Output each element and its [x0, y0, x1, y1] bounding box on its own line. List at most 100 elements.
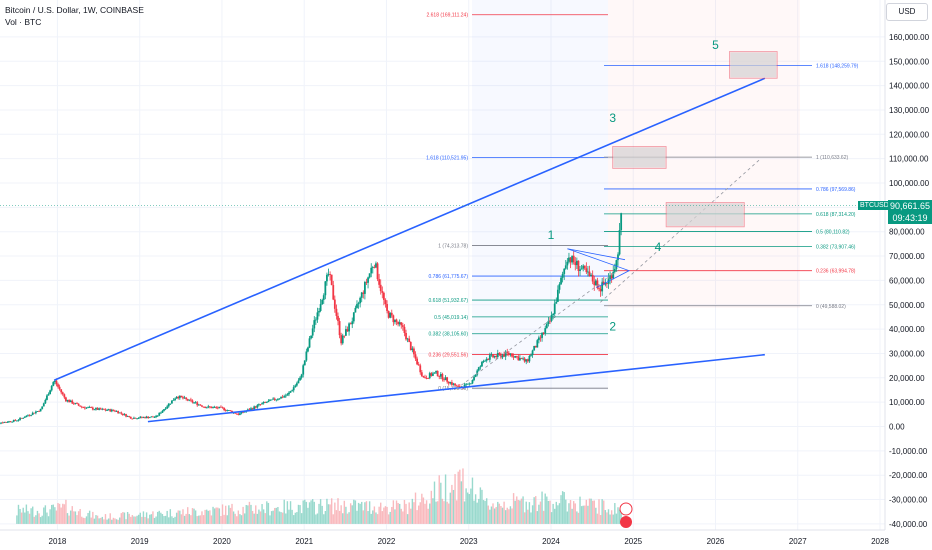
fib-label-right: 0.382 (73,907.46)	[816, 245, 856, 251]
x-tick-label: 2022	[378, 537, 396, 546]
volume-bar	[549, 501, 550, 524]
volume-bar	[271, 511, 272, 524]
volume-bar	[174, 517, 175, 524]
volume-bar	[488, 506, 489, 524]
volume-bar	[404, 500, 405, 524]
candle-body	[522, 358, 524, 359]
candle-body	[230, 410, 232, 411]
volume-bar	[274, 508, 275, 524]
volume-bar	[465, 488, 466, 524]
candle-body	[48, 394, 50, 395]
volume-bar	[34, 517, 35, 524]
candle-body	[438, 376, 440, 377]
candle-body	[84, 407, 86, 408]
volume-bar	[347, 514, 348, 524]
volume-bar	[554, 509, 555, 524]
volume-bar	[266, 501, 267, 524]
candle-body	[260, 404, 262, 405]
volume-bar	[439, 475, 440, 524]
wave-label: 3	[609, 111, 616, 125]
volume-bar	[56, 510, 57, 523]
volume-bar	[451, 485, 452, 524]
volume-bar	[511, 508, 512, 523]
currency-button[interactable]: USD	[886, 3, 928, 21]
candle-body	[511, 353, 513, 356]
candle-body	[532, 351, 534, 356]
candle-body	[109, 409, 111, 411]
volume-bar	[106, 520, 107, 524]
candle-body	[355, 308, 357, 313]
volume-bar	[159, 511, 160, 524]
volume-bar	[111, 520, 112, 524]
volume-bar	[386, 507, 387, 524]
candle-body	[62, 392, 64, 394]
candle-body	[310, 336, 312, 339]
candle-body	[593, 281, 595, 285]
volume-bar	[72, 506, 73, 524]
candle-body	[565, 265, 567, 268]
fib-label-right: 1 (110,633.62)	[816, 155, 848, 161]
volume-bar	[206, 510, 207, 524]
candle-body	[22, 418, 24, 419]
volume-bar	[214, 508, 215, 523]
candle-body	[78, 404, 80, 406]
candle-body	[590, 275, 592, 276]
volume-bar	[507, 508, 508, 524]
volume-bar	[95, 515, 96, 524]
candle-body	[323, 295, 325, 300]
volume-bar	[92, 512, 93, 524]
volume-bar	[413, 502, 414, 524]
volume-bar	[401, 509, 402, 524]
volume-bar	[431, 491, 432, 524]
x-tick-label: 2023	[460, 537, 478, 546]
candle-body	[87, 407, 89, 408]
candle-body	[481, 362, 483, 366]
candle-body	[105, 410, 107, 411]
y-tick-label: -20,000.00	[889, 471, 928, 480]
candle-body	[215, 407, 217, 408]
candle-body	[356, 304, 358, 308]
volume-bar	[605, 510, 606, 524]
candle-body	[162, 411, 164, 413]
volume-bar	[37, 511, 38, 524]
candle-body	[437, 371, 439, 376]
candle-body	[171, 400, 173, 403]
volume-bar	[295, 513, 296, 524]
volume-bar	[29, 514, 30, 524]
volume-bar	[372, 510, 373, 523]
candle-body	[551, 315, 553, 321]
volume-bar	[132, 515, 133, 524]
target-box-inner	[614, 147, 665, 167]
candle-body	[19, 418, 21, 420]
volume-bar	[578, 513, 579, 524]
candle-body	[614, 269, 616, 272]
candle-body	[138, 418, 140, 419]
volume-bar	[371, 514, 372, 524]
candle-body	[116, 411, 118, 412]
candle-body	[495, 356, 497, 357]
volume-bar	[326, 499, 327, 524]
candle-body	[530, 355, 532, 356]
volume-bar	[456, 500, 457, 524]
candle-body	[470, 383, 472, 384]
candle-body	[185, 398, 187, 400]
candle-body	[313, 320, 315, 328]
volume-bar	[247, 505, 248, 524]
candle-body	[324, 281, 326, 295]
candle-body	[2, 423, 4, 424]
volume-bar	[408, 502, 409, 523]
candle-body	[258, 404, 260, 405]
candle-body	[81, 407, 83, 408]
candle-body	[252, 408, 254, 409]
volume-bar	[323, 514, 324, 524]
candle-body	[457, 386, 459, 387]
volume-bar	[284, 500, 285, 524]
candle-body	[557, 290, 559, 302]
flag-icon	[620, 516, 632, 528]
candle-body	[263, 402, 265, 403]
candle-body	[141, 417, 143, 418]
volume-bar	[312, 499, 313, 524]
candle-body	[218, 407, 220, 408]
volume-bar	[255, 505, 256, 524]
